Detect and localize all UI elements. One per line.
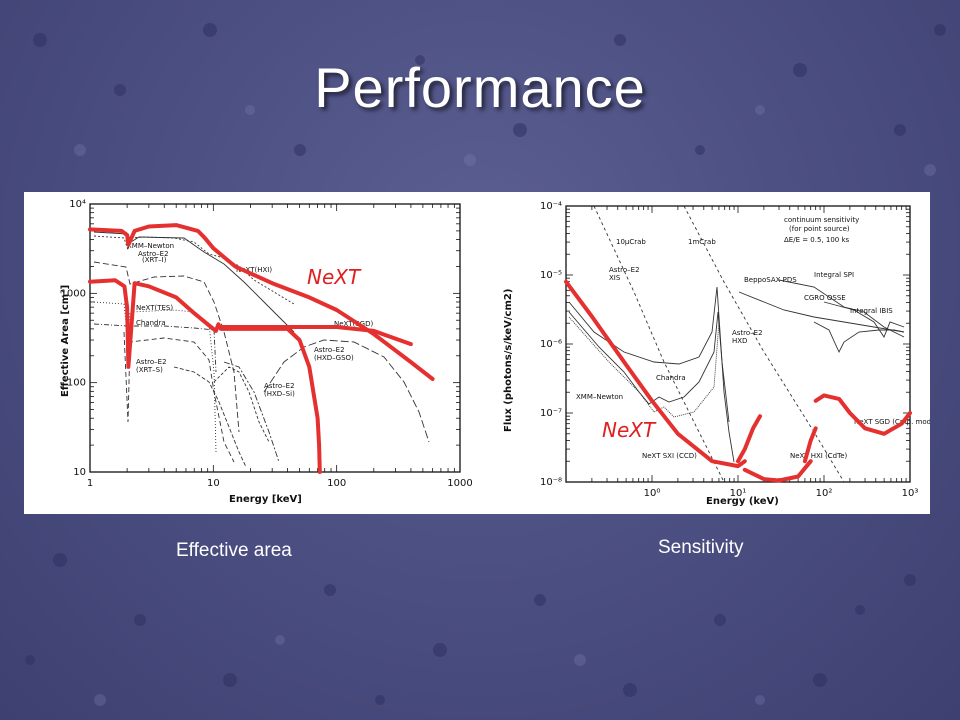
curve-annotation: XIS — [609, 274, 621, 282]
curve-annotation: Astro–E2 — [609, 266, 640, 274]
curve-annotation: XMM–Newton — [127, 242, 174, 250]
curve-annotation: Astro–E2 — [732, 329, 763, 337]
y-tick-label: 10⁻⁶ — [540, 339, 562, 350]
next-series-line — [88, 223, 435, 381]
curve-annotation: NeXT SXI (CCD) — [642, 452, 697, 460]
y-tick-label: 10⁻⁴ — [540, 201, 562, 212]
curve-annotation: ΔE/E = 0.5, 100 ks — [784, 236, 850, 244]
next-series-line — [802, 426, 818, 464]
charts-panel: 1 10 100 1000 10⁴ 1000 100 10 XMM–Newton Astro–E… — [24, 192, 930, 514]
y-tick-label: 10⁻⁵ — [540, 270, 562, 281]
y-tick-label: 10⁻⁷ — [540, 408, 562, 419]
y-tick-label: 10 — [73, 467, 86, 478]
curve-annotation: NeXT SGD (Cmp. mode) — [854, 418, 930, 426]
next-series-line — [742, 459, 813, 483]
x-tick-label: 100 — [327, 478, 346, 489]
y-tick-label: 1000 — [61, 288, 86, 299]
x-tick-label: 1 — [87, 478, 93, 489]
y-tick-label: 100 — [67, 378, 86, 389]
next-series-line — [736, 414, 762, 464]
right-xlabel: Energy (keV) — [706, 496, 779, 507]
curve-annotation: continuum sensitivity — [784, 216, 859, 224]
left-xlabel: Energy [keV] — [229, 494, 302, 505]
curve-annotation: (HXD–GSO) — [314, 354, 354, 362]
x-tick-label: 10⁰ — [644, 488, 661, 499]
y-tick-label: 10⁻⁸ — [540, 477, 562, 488]
x-tick-label: 10 — [207, 478, 220, 489]
curve-annotation: Astro–E2 — [314, 346, 345, 354]
next-series-line — [813, 393, 912, 436]
right-next-label: NeXT — [602, 418, 657, 442]
curve-annotation: 1mCrab — [688, 238, 716, 246]
curve-annotation: NeXT(TES) — [136, 304, 173, 312]
x-tick-label: 10³ — [902, 488, 919, 499]
next-series-line — [88, 278, 322, 474]
right-ylabel: Flux (photons/s/keV/cm2) — [503, 289, 514, 432]
curve-annotation: Astro–E2 — [138, 250, 169, 258]
sensitivity-chart: 10⁰ 10¹ 10² 10³ 10⁻⁴ 10⁻⁵ 10⁻⁶ 10⁻⁷ 10⁻⁸ continu… — [503, 201, 930, 507]
caption-sensitivity: Sensitivity — [658, 537, 744, 558]
curve-annotation: Chandra — [656, 374, 686, 382]
x-tick-label: 1000 — [447, 478, 472, 489]
left-next-label: NeXT — [307, 265, 362, 289]
curve-annotation: (HXD–Si) — [264, 390, 295, 398]
curve-annotation: NeXT(HXI) — [236, 266, 272, 274]
curve-annotation: XMM–Newton — [576, 393, 623, 401]
y-tick-label: 10⁴ — [69, 199, 86, 210]
curve-annotation: BeppoSAX PDS — [744, 276, 797, 284]
left-plot-frame — [89, 203, 461, 473]
x-tick-label: 10¹ — [730, 488, 747, 499]
curve-annotation: (for point source) — [789, 225, 850, 233]
x-tick-label: 10² — [816, 488, 833, 499]
caption-effective-area: Effective area — [176, 540, 292, 561]
next-series-line — [564, 279, 747, 469]
curve-annotation: Integral SPI — [814, 271, 854, 279]
slide-title: Performance — [314, 56, 646, 119]
curve-annotation: NeXT(SGD) — [334, 320, 373, 328]
curve-annotation: HXD — [732, 337, 747, 345]
curve-annotation: Astro–E2 — [264, 382, 295, 390]
curve-annotation: Integral IBIS — [850, 307, 893, 315]
curve-annotation: Astro–E2 — [136, 358, 167, 366]
curve-annotation: NeXT HXI (CdTe) — [790, 452, 848, 460]
curve-annotation: 10μCrab — [616, 238, 646, 246]
left-ylabel: Effective Area [cm²] — [60, 285, 71, 397]
curve-annotation: (XRT–S) — [136, 366, 163, 374]
curve-annotation: Chandra — [136, 319, 166, 327]
curve-annotation: CGRO OSSE — [804, 294, 846, 302]
curve-annotation: (XRT–I) — [142, 256, 167, 264]
next-series-line — [216, 325, 413, 347]
right-reference-curves — [568, 205, 905, 483]
